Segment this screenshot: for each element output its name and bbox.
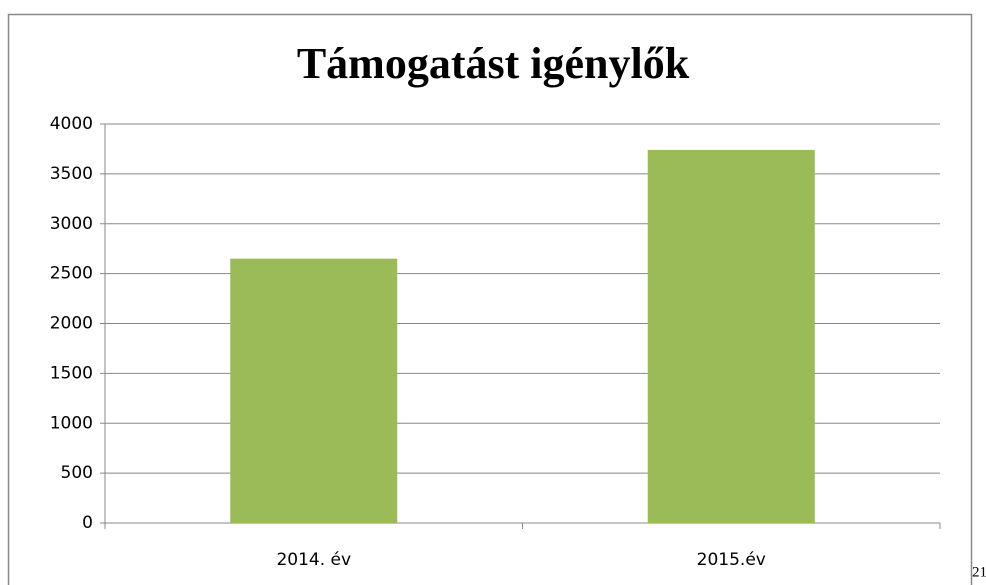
y-tick-label: 500 [61,463,93,483]
y-tick-label: 4000 [50,114,93,134]
y-tick-label: 3500 [50,164,93,184]
bar [647,149,815,523]
y-tick-label: 1500 [50,363,93,383]
bar [230,258,398,523]
y-tick-label: 2500 [50,264,93,284]
y-tick-label: 2000 [50,314,93,334]
y-tick-label: 0 [82,513,93,533]
y-tick-label: 3000 [50,214,93,234]
x-tick-label: 2014. év [276,550,351,570]
x-tick-label: 2015.év [697,550,766,570]
page-number: 21 [972,564,986,580]
chart-title: Támogatást igénylők [297,39,690,88]
y-tick-label: 1000 [50,413,93,433]
chart-frame [7,13,973,585]
